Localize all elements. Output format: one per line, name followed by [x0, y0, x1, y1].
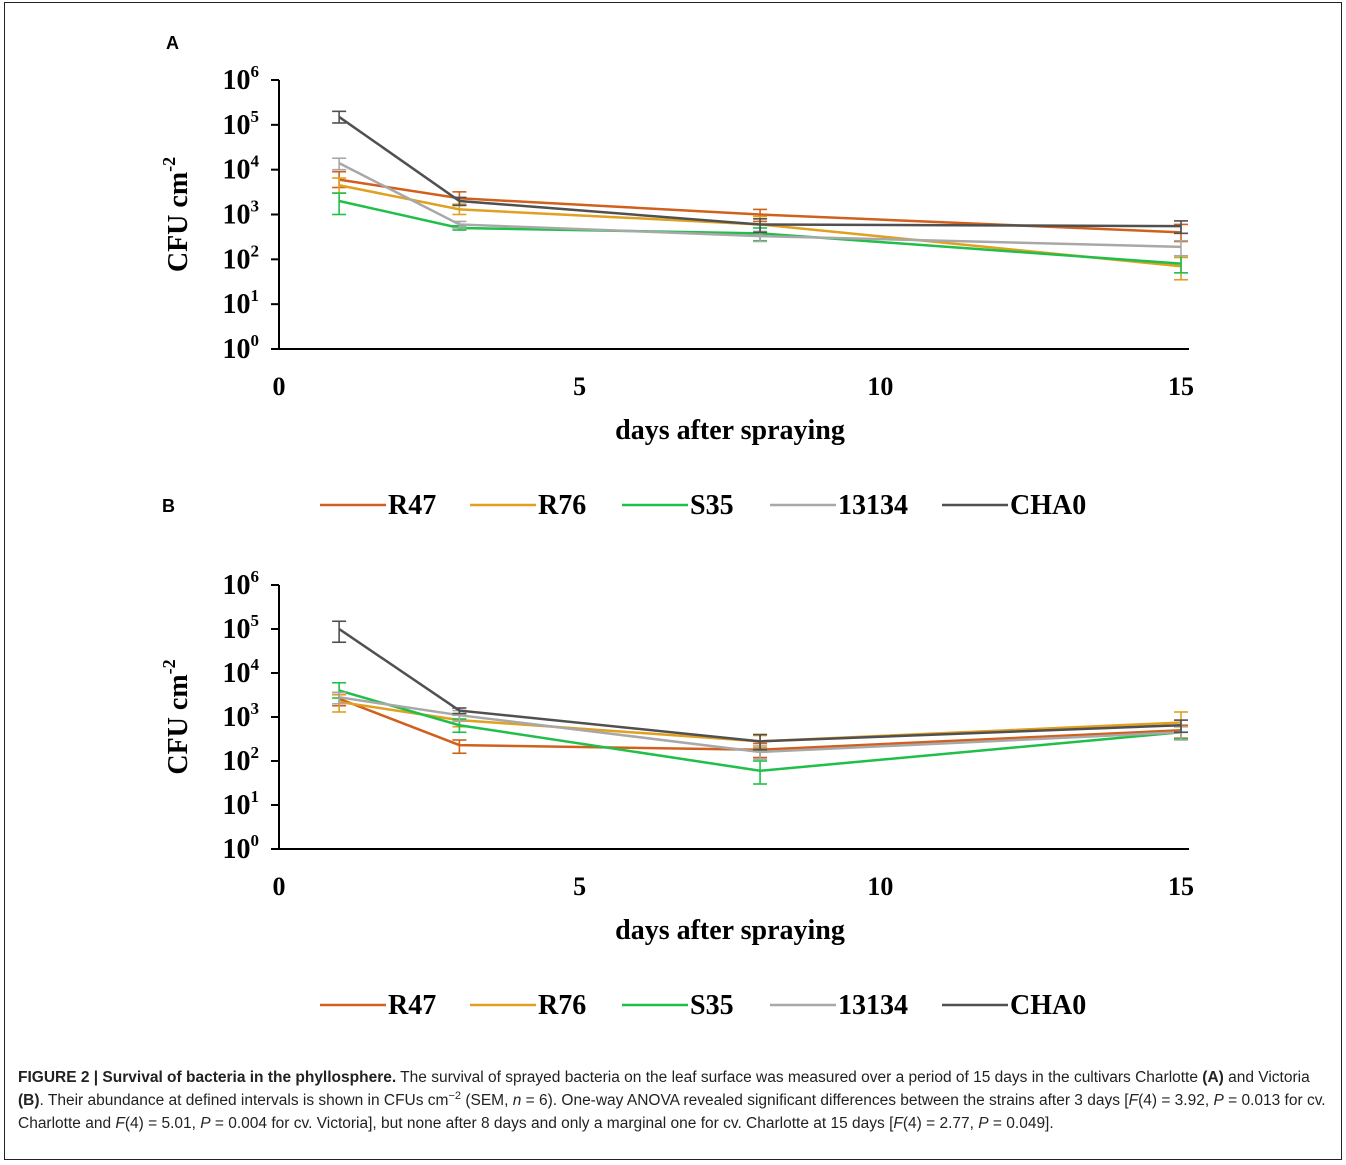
- y-tick-label: 100: [223, 831, 260, 865]
- series-line-R47: [338, 178, 1182, 234]
- series-line-13134: [338, 162, 1182, 249]
- y-tick-label: 106: [223, 567, 260, 601]
- legend-label-13134: 13134: [838, 990, 908, 1021]
- figure-frame: [4, 2, 1342, 1160]
- legend-label-R47: R47: [388, 990, 436, 1021]
- y-tick-label: 102: [223, 241, 260, 275]
- legend-label-S35: S35: [690, 990, 734, 1021]
- series-S35: [332, 681, 1188, 785]
- legend-label-CHA0: CHA0: [1010, 990, 1086, 1021]
- series-line-R76: [338, 700, 1182, 743]
- series-line-R76: [338, 183, 1182, 268]
- x-tick-label: 5: [573, 872, 586, 901]
- legend-label-S35: S35: [690, 490, 734, 521]
- x-tick-label: 0: [273, 872, 286, 901]
- series-line-CHA0: [338, 115, 1182, 228]
- x-axis-title: days after spraying: [615, 915, 845, 946]
- x-tick-label: 10: [867, 872, 893, 901]
- legend-label-R47: R47: [388, 490, 436, 521]
- series-line-CHA0: [338, 627, 1182, 743]
- y-tick-label: 100: [223, 331, 260, 365]
- chart-panel-a: 100 101 102 103 104 105 106 0 5 10 15 days after sp…: [159, 62, 1194, 521]
- y-tick-label: 104: [223, 152, 260, 186]
- y-tick-label: 105: [223, 107, 260, 141]
- y-tick-label: 103: [223, 197, 260, 231]
- caption-figure-label: FIGURE 2 | Survival of bacteria in the p…: [18, 1069, 397, 1086]
- x-tick-label: 0: [273, 372, 286, 401]
- y-tick-label: 101: [223, 286, 260, 320]
- y-tick-label: 103: [223, 699, 260, 733]
- y-axis-title: CFU cm-2: [159, 157, 194, 272]
- legend-label-13134: 13134: [838, 490, 908, 521]
- y-tick-label: 101: [223, 787, 260, 821]
- x-tick-label: 15: [1168, 872, 1194, 901]
- x-tick-label: 5: [573, 372, 586, 401]
- legend-label-R76: R76: [538, 990, 586, 1021]
- x-tick-label: 10: [867, 372, 893, 401]
- legend-label-CHA0: CHA0: [1010, 490, 1086, 521]
- figure-caption: FIGURE 2 | Survival of bacteria in the p…: [18, 1069, 1326, 1132]
- panel-label-a: A: [166, 33, 179, 53]
- y-tick-label: 104: [223, 655, 260, 689]
- series-CHA0: [332, 110, 1188, 235]
- chart-panel-b: 100 101 102 103 104 105 106 0 5 10 15 days after sp…: [159, 567, 1194, 1021]
- x-axis-title: days after spraying: [615, 415, 845, 446]
- y-tick-label: 105: [223, 611, 260, 645]
- series-line-S35: [338, 689, 1182, 773]
- y-tick-label: 102: [223, 743, 260, 777]
- series-13134: [332, 157, 1188, 257]
- series-CHA0: [332, 620, 1188, 751]
- series-line-13134: [338, 696, 1182, 754]
- y-axis-title: CFU cm-2: [159, 659, 194, 774]
- legend-label-R76: R76: [538, 490, 586, 521]
- panel-label-b: B: [162, 496, 175, 516]
- y-tick-label: 106: [223, 62, 260, 96]
- x-tick-label: 15: [1168, 372, 1194, 401]
